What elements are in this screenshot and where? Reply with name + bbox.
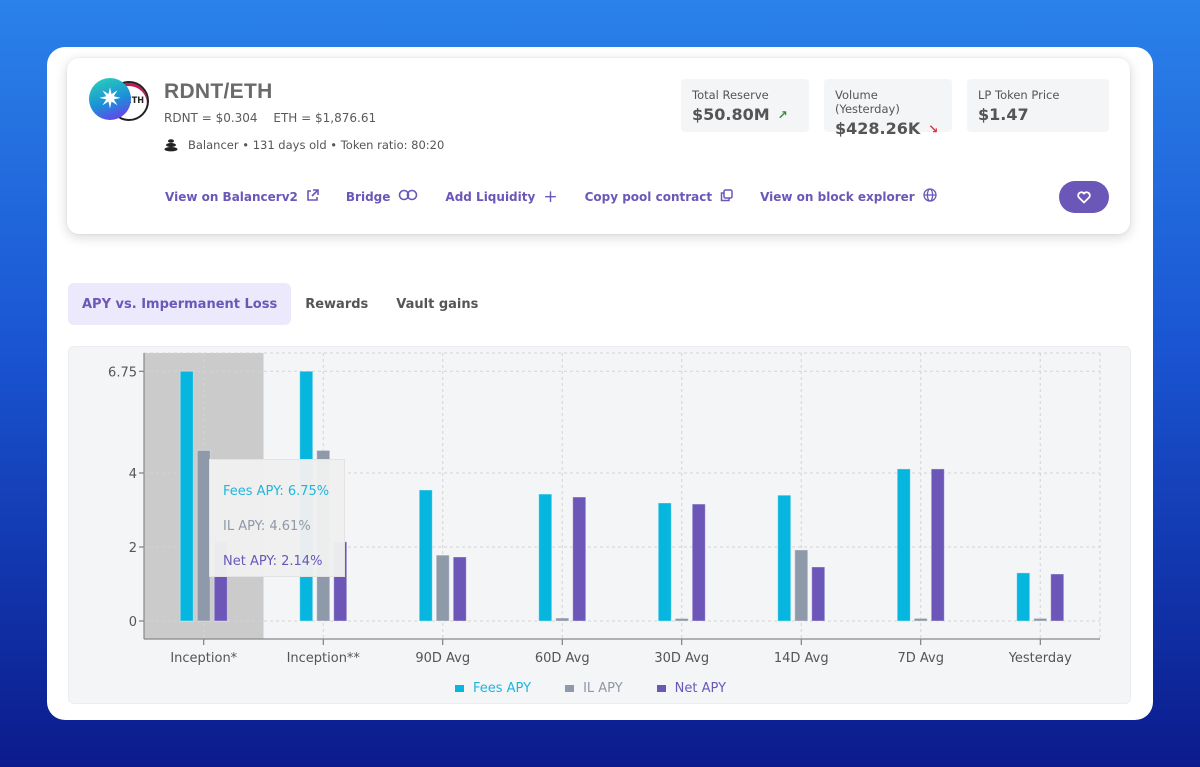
tooltip-il: IL APY: 4.61% xyxy=(223,519,311,534)
legend-swatch-fees xyxy=(455,685,464,692)
action-label: Add Liquidity xyxy=(445,190,536,204)
stat-label: LP Token Price xyxy=(978,88,1060,102)
bar-net-apy-7 xyxy=(930,468,945,622)
action-label: Bridge xyxy=(345,190,391,204)
stat-value-row: $428.26K ↘ xyxy=(835,119,941,138)
bar-il-apy-3 xyxy=(435,554,450,622)
action-label: View on Balancerv2 xyxy=(165,190,298,204)
stat-value: $1.47 xyxy=(978,105,1029,124)
bar-il-apy-6 xyxy=(794,549,809,622)
x-tick-label: 14D Avg xyxy=(774,651,829,666)
bar-fees-apy-6 xyxy=(777,494,792,622)
copy-icon xyxy=(720,188,733,206)
bridge-link[interactable]: Bridge xyxy=(346,189,419,205)
pool-actions: View on Balancerv2 Bridge Add Liquidity … xyxy=(165,187,964,207)
legend-item-net[interactable]: Net APY xyxy=(656,681,727,696)
x-tick-label: 90D Avg xyxy=(415,651,470,666)
y-tick-label: 4 xyxy=(129,467,137,482)
stat-value-row: $1.47 xyxy=(978,105,1098,124)
add-liquidity-link[interactable]: Add Liquidity + xyxy=(445,187,557,207)
x-tick-label: 60D Avg xyxy=(535,651,590,666)
y-tick-label: 6.75 xyxy=(108,365,137,380)
external-link-icon xyxy=(306,188,319,206)
x-tick-label: Inception* xyxy=(170,651,237,666)
page-title: RDNT/ETH xyxy=(164,80,273,103)
balancer-icon xyxy=(164,139,178,152)
legend-swatch-net xyxy=(656,685,666,692)
token-prices: RDNT = $0.304 ETH = $1,876.61 xyxy=(164,111,388,125)
bar-il-apy-4 xyxy=(555,617,570,622)
tab-vault-gains[interactable]: Vault gains xyxy=(396,296,479,312)
copy-pool-contract-link[interactable]: Copy pool contract xyxy=(584,188,734,206)
eth-token-label: ETH xyxy=(126,96,144,106)
stat-value: $428.26K xyxy=(835,119,921,138)
bar-fees-apy-1 xyxy=(179,370,194,622)
bar-fees-apy-3 xyxy=(418,489,433,622)
rdnt-token-icon: ✷ xyxy=(89,78,131,120)
action-label: Copy pool contract xyxy=(584,190,713,204)
bar-fees-apy-5 xyxy=(657,502,672,622)
y-tick-label: 2 xyxy=(129,541,137,556)
plus-icon: + xyxy=(543,187,558,207)
action-label: View on block explorer xyxy=(760,190,915,204)
chart-tabs: APY vs. Impermanent Loss Rewards Vault g… xyxy=(68,283,492,325)
stat-volume-yesterday: Volume (Yesterday) $428.26K ↘ xyxy=(824,79,952,138)
legend-label: Net APY xyxy=(674,681,727,696)
globe-icon xyxy=(923,188,937,206)
view-on-block-explorer-link[interactable]: View on block explorer xyxy=(760,188,937,206)
tab-apy-vs-il[interactable]: APY vs. Impermanent Loss xyxy=(68,283,292,325)
view-on-balancer-link[interactable]: View on Balancerv2 xyxy=(165,188,319,206)
tooltip-fees: Fees APY: 6.75% xyxy=(223,484,330,499)
rdnt-price: RDNT = $0.304 xyxy=(164,111,258,125)
bar-net-apy-6 xyxy=(811,566,826,622)
favorite-button[interactable] xyxy=(1059,181,1109,213)
bar-il-apy-5 xyxy=(674,618,689,622)
arrow-up-right-icon: ↗ xyxy=(777,107,788,122)
tab-rewards[interactable]: Rewards xyxy=(305,296,369,312)
arrow-down-right-icon: ↘ xyxy=(928,121,939,136)
pool-meta-text: Balancer • 131 days old • Token ratio: 8… xyxy=(188,138,445,152)
bar-il-apy-7 xyxy=(913,617,928,622)
x-tick-label: 7D Avg xyxy=(898,651,945,666)
legend-label: Fees APY xyxy=(473,681,532,696)
pool-logo: ETH ✷ xyxy=(89,78,149,122)
x-tick-label: Yesterday xyxy=(1008,651,1072,666)
bar-fees-apy-4 xyxy=(538,493,553,622)
stat-value: $50.80M xyxy=(692,105,770,124)
bar-net-apy-3 xyxy=(452,556,467,622)
legend-item-il[interactable]: IL APY xyxy=(565,681,623,696)
bar-net-apy-8 xyxy=(1050,573,1065,622)
x-tick-label: 30D Avg xyxy=(654,651,709,666)
eth-price: ETH = $1,876.61 xyxy=(273,111,377,125)
stat-label: Volume (Yesterday) xyxy=(835,88,900,116)
app-frame: ETH ✷ RDNT/ETH RDNT = $0.304 ETH = $1,87… xyxy=(47,47,1153,720)
stat-value-row: $50.80M ↗ xyxy=(692,105,798,124)
legend-label: IL APY xyxy=(583,681,623,696)
legend-item-fees[interactable]: Fees APY xyxy=(455,681,531,696)
x-tick-label: Inception** xyxy=(287,651,361,666)
stat-label: Total Reserve xyxy=(692,88,769,102)
tooltip-net: Net APY: 2.14% xyxy=(223,554,323,569)
stat-lp-token-price: LP Token Price $1.47 xyxy=(967,79,1109,132)
y-tick-label: 0 xyxy=(129,615,137,630)
bar-net-apy-4 xyxy=(572,496,587,622)
stat-total-reserve: Total Reserve $50.80M ↗ xyxy=(681,79,809,132)
bar-fees-apy-8 xyxy=(1016,572,1031,622)
apy-bar-chart: 0 2 4 6.75 Inception* Inception** 90D Avg 60D A… xyxy=(108,352,1101,666)
pool-meta: Balancer • 131 days old • Token ratio: 8… xyxy=(164,138,444,152)
heart-icon xyxy=(1077,190,1091,203)
legend-swatch-il xyxy=(565,685,575,692)
chart-legend: Fees APY IL APY Net APY xyxy=(455,681,726,696)
bar-fees-apy-7 xyxy=(896,468,911,622)
bar-il-apy-8 xyxy=(1033,617,1048,622)
infinity-icon xyxy=(398,189,418,205)
pool-header-card: ETH ✷ RDNT/ETH RDNT = $0.304 ETH = $1,87… xyxy=(67,58,1130,234)
bar-net-apy-5 xyxy=(691,503,706,622)
chart-tooltip: Fees APY: 6.75% IL APY: 4.61% Net APY: 2… xyxy=(209,459,345,577)
